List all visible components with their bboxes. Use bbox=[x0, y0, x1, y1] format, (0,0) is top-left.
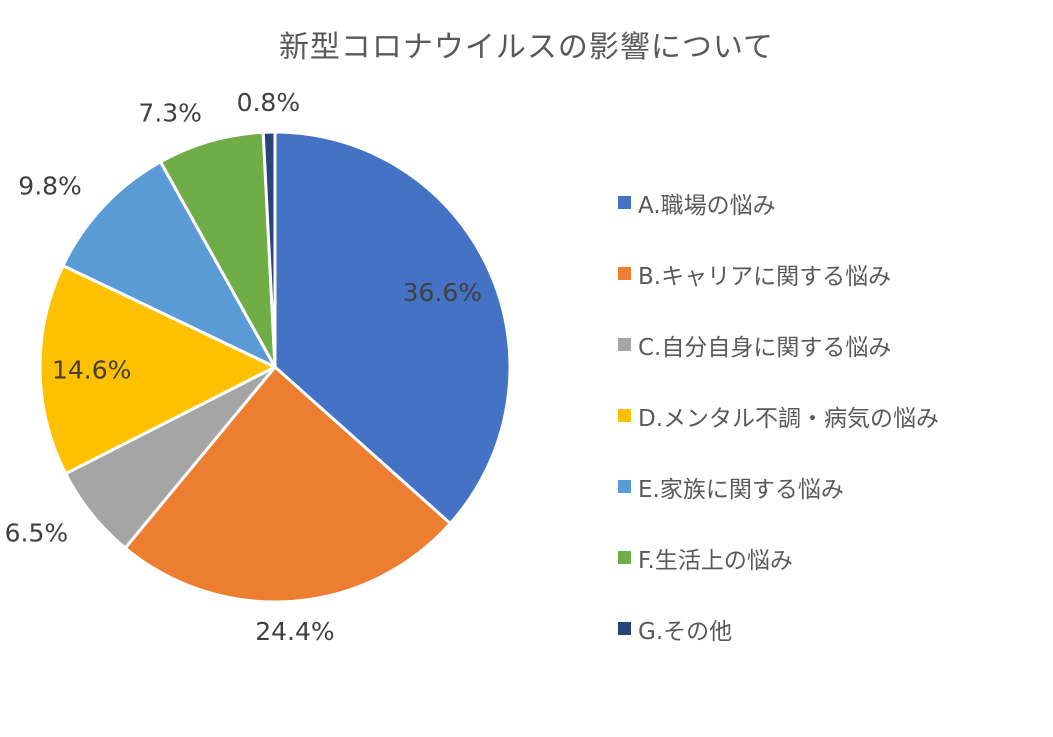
pie-slice-e bbox=[61, 160, 277, 369]
legend-swatch bbox=[618, 551, 631, 564]
pie-slice-d bbox=[38, 264, 277, 476]
legend-label: D.メンタル不調・病気の悩み bbox=[638, 405, 940, 432]
legend-item-g: G.その他 bbox=[618, 593, 939, 664]
legend-item-c: C.自分自身に関する悩み bbox=[618, 309, 939, 380]
legend-swatch bbox=[618, 409, 631, 422]
pie-label-b: 24.4% bbox=[255, 617, 334, 646]
legend-item-b: B.キャリアに関する悩み bbox=[618, 238, 939, 309]
chart-title: 新型コロナウイルスの影響について bbox=[278, 30, 775, 65]
legend-item-d: D.メンタル不調・病気の悩み bbox=[618, 380, 939, 451]
pie-label-e: 9.8% bbox=[18, 172, 82, 201]
legend-item-a: A.職場の悩み bbox=[618, 167, 939, 238]
pie-label-f: 7.3% bbox=[138, 98, 202, 127]
pie-slice-a bbox=[273, 130, 512, 526]
pie-slice-f bbox=[158, 130, 277, 369]
legend: A.職場の悩み B.キャリアに関する悩み C.自分自身に関する悩み D.メンタル不調・… bbox=[618, 167, 939, 664]
legend-swatch bbox=[618, 622, 631, 635]
legend-swatch bbox=[618, 338, 631, 351]
pie-label-d: 14.6% bbox=[52, 355, 131, 384]
pie-label-a: 36.6% bbox=[403, 278, 482, 307]
pie-label-g: 0.8% bbox=[237, 88, 301, 117]
legend-label: G.その他 bbox=[638, 618, 733, 645]
legend-item-e: E.家族に関する悩み bbox=[618, 451, 939, 522]
pie-slice-g bbox=[261, 130, 277, 369]
legend-item-f: F.生活上の悩み bbox=[618, 522, 939, 593]
legend-label: F.生活上の悩み bbox=[638, 547, 793, 574]
pie-slice-b bbox=[123, 365, 452, 604]
legend-label: C.自分自身に関する悩み bbox=[638, 334, 892, 361]
legend-label: A.職場の悩み bbox=[638, 192, 776, 219]
legend-swatch bbox=[618, 196, 631, 209]
pie-label-c: 6.5% bbox=[5, 519, 69, 548]
legend-swatch bbox=[618, 267, 631, 280]
legend-swatch bbox=[618, 480, 631, 493]
legend-label: E.家族に関する悩み bbox=[638, 476, 844, 503]
legend-label: B.キャリアに関する悩み bbox=[638, 263, 892, 290]
